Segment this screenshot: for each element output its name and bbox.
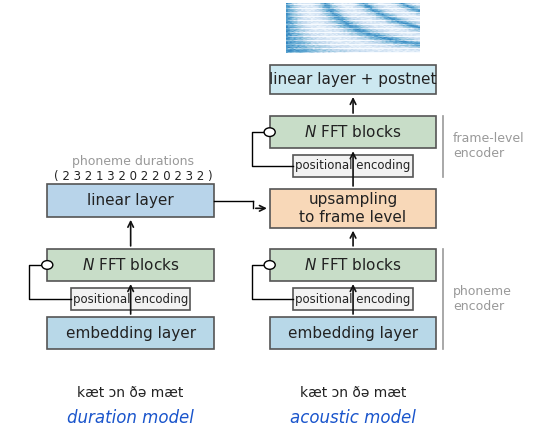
FancyBboxPatch shape [71, 288, 190, 310]
Text: positional encoding: positional encoding [295, 293, 411, 306]
Text: frame-level
encoder: frame-level encoder [453, 132, 525, 161]
Text: embedding layer: embedding layer [288, 326, 418, 341]
Text: positional encoding: positional encoding [295, 159, 411, 172]
Text: $\mathit{N}$ FFT blocks: $\mathit{N}$ FFT blocks [82, 257, 180, 273]
Text: upsampling
to frame level: upsampling to frame level [300, 192, 406, 224]
FancyBboxPatch shape [294, 288, 413, 310]
FancyBboxPatch shape [47, 184, 214, 217]
FancyBboxPatch shape [270, 317, 436, 349]
FancyBboxPatch shape [270, 65, 436, 94]
Text: kæt ɔn ðə mæt: kæt ɔn ðə mæt [77, 386, 184, 400]
Text: $\mathit{N}$ FFT blocks: $\mathit{N}$ FFT blocks [304, 124, 402, 140]
Circle shape [42, 260, 53, 269]
Text: linear layer: linear layer [87, 193, 174, 208]
Text: acoustic model: acoustic model [290, 408, 416, 427]
FancyBboxPatch shape [47, 317, 214, 349]
Text: linear layer + postnet: linear layer + postnet [269, 72, 437, 87]
Text: positional encoding: positional encoding [73, 293, 188, 306]
Text: phoneme
encoder: phoneme encoder [453, 285, 512, 313]
Text: kæt ɔn ðə mæt: kæt ɔn ðə mæt [300, 386, 406, 400]
FancyBboxPatch shape [294, 155, 413, 177]
Text: embedding layer: embedding layer [66, 326, 196, 341]
FancyBboxPatch shape [270, 249, 436, 281]
FancyBboxPatch shape [270, 116, 436, 148]
Circle shape [264, 128, 275, 136]
FancyBboxPatch shape [270, 189, 436, 228]
FancyBboxPatch shape [47, 249, 214, 281]
Circle shape [264, 260, 275, 269]
Text: phoneme durations: phoneme durations [72, 155, 195, 168]
Text: duration model: duration model [67, 408, 194, 427]
Text: $\mathit{N}$ FFT blocks: $\mathit{N}$ FFT blocks [304, 257, 402, 273]
Text: ( 2 3 2 1 3 2 0 2 2 0 2 3 2 ): ( 2 3 2 1 3 2 0 2 2 0 2 3 2 ) [54, 170, 213, 183]
